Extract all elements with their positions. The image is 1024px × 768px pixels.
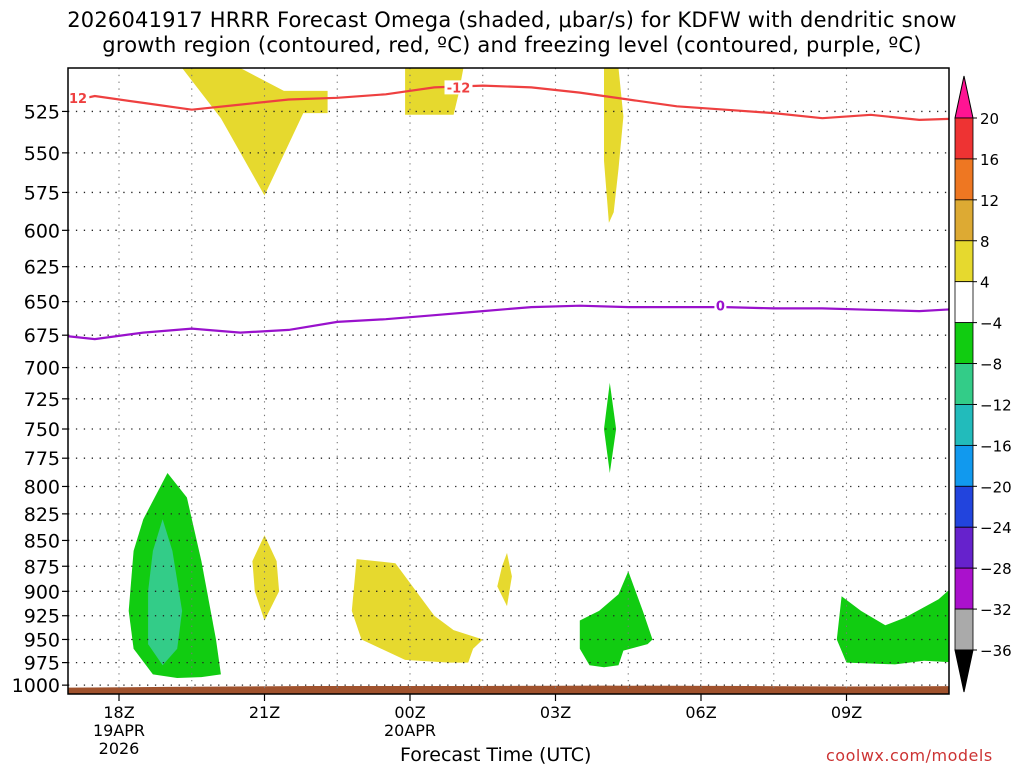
y-tick-label-925: 925 (24, 606, 60, 628)
colorbar-box-4 (954, 281, 974, 324)
dendritic-growth-minus12-line (68, 84, 949, 122)
dendritic-growth-minus12-label-bg-1 (444, 80, 473, 95)
terrain-fill (68, 685, 949, 694)
x-tick-label-18-2: 2026 (99, 739, 140, 758)
chart-title-line-1: 2026041917 HRRR Forecast Omega (shaded, … (67, 8, 957, 32)
colorbar-label-11: −28 (980, 560, 1012, 578)
colorbar-label-9: −20 (980, 478, 1012, 496)
omega-region-1 (405, 68, 464, 115)
colorbar-label-8: −16 (980, 437, 1012, 455)
x-axis-title: Forecast Time (UTC) (400, 744, 592, 766)
colorbar-label-12: −32 (980, 601, 1012, 619)
chart-title-line-2: growth region (contoured, red, ºC) and f… (102, 33, 922, 57)
x-tick-label-18-0: 18Z (103, 703, 134, 722)
contour-layer: -12 -12 0 (64, 80, 949, 341)
omega-colorbar: 20 16 12 8 4 −4 −8 −12 −16 −20 −24 −28 −32 −36 (954, 75, 1012, 693)
colorbar-label-0: 20 (980, 110, 999, 128)
colorbar-top-extension (954, 75, 974, 119)
plot-frame (67, 67, 950, 695)
y-tick-label-575: 575 (24, 182, 60, 204)
freezing-level-0-label-bg-0 (714, 298, 727, 313)
x-tick-label-24-0: 00Z (394, 703, 425, 722)
y-tick-label-600: 600 (24, 220, 60, 242)
y-tick-label-700: 700 (24, 358, 60, 380)
y-tick-label-825: 825 (24, 504, 60, 526)
y-tick-label-900: 900 (24, 581, 60, 603)
y-tick-label-650: 650 (24, 292, 60, 314)
terrain-layer (68, 685, 949, 694)
y-axis-labels: 525 550 575 600 625 650 675 700 725 750 775 800 825 8… (12, 101, 68, 697)
y-tick-label-725: 725 (24, 389, 60, 411)
colorbar-label-13: −36 (980, 642, 1012, 660)
colorbar-box-6 (954, 363, 974, 405)
x-tick-label-33-0: 09Z (831, 703, 862, 722)
colorbar-label-7: −12 (980, 396, 1012, 414)
omega-region-8 (148, 519, 183, 666)
freezing-level-0-line (68, 304, 949, 341)
colorbar-box-11 (954, 567, 974, 610)
omega-region-9 (604, 382, 617, 473)
colorbar-box-3 (954, 240, 974, 283)
colorbar-box-9 (954, 485, 974, 528)
colorbar-label-3: 8 (980, 233, 990, 251)
y-tick-label-875: 875 (24, 556, 60, 578)
grid-layer (68, 68, 949, 694)
freezing-level-0-label-0: 0 (716, 300, 725, 315)
colorbar-label-5: −4 (980, 315, 1002, 333)
colorbar-box-2 (954, 199, 974, 242)
omega-region-4 (252, 535, 280, 621)
colorbar-box-1 (954, 158, 974, 201)
omega-region-10 (579, 571, 653, 668)
omega-region-5 (351, 559, 483, 663)
credit-link[interactable]: coolwx.com/models (826, 746, 993, 765)
omega-region-2 (604, 68, 624, 223)
dendritic-growth-minus12-label-0: -12 (64, 92, 88, 107)
colorbar-label-1: 16 (980, 151, 999, 169)
y-tick-label-550: 550 (24, 143, 60, 165)
colorbar-label-6: −8 (980, 356, 1002, 374)
colorbar-box-8 (954, 444, 974, 487)
colorbar-box-7 (954, 404, 974, 446)
y-tick-label-950: 950 (24, 629, 60, 651)
y-tick-label-625: 625 (24, 257, 60, 279)
colorbar-label-2: 12 (980, 192, 999, 210)
x-tick-label-30-0: 06Z (685, 703, 716, 722)
dendritic-growth-minus12-label-bg-0 (68, 90, 90, 105)
colorbar-label-10: −24 (980, 519, 1012, 537)
x-tick-label-27-0: 03Z (540, 703, 571, 722)
omega-region-11 (836, 589, 949, 665)
y-tick-label-975: 975 (24, 653, 60, 675)
colorbar-box-5 (954, 322, 974, 364)
y-tick-label-525: 525 (24, 101, 60, 123)
y-tick-label-675: 675 (24, 325, 60, 347)
x-tick-label-18-1: 19APR (93, 721, 145, 740)
colorbar-bottom-extension (954, 649, 974, 693)
y-tick-label-850: 850 (24, 530, 60, 552)
y-tick-label-775: 775 (24, 448, 60, 470)
y-tick-label-800: 800 (24, 476, 60, 498)
colorbar-box-0 (954, 117, 974, 160)
colorbar-label-4: 4 (980, 274, 990, 292)
x-tick-label-24-1: 20APR (384, 721, 436, 740)
colorbar-box-10 (954, 526, 974, 569)
omega-region-6 (497, 552, 512, 607)
y-tick-label-1000: 1000 (12, 675, 60, 697)
colorbar-box-12 (954, 608, 974, 651)
x-tick-label-21-0: 21Z (249, 703, 280, 722)
y-tick-label-750: 750 (24, 419, 60, 441)
dendritic-growth-minus12-label-1: -12 (447, 81, 471, 96)
